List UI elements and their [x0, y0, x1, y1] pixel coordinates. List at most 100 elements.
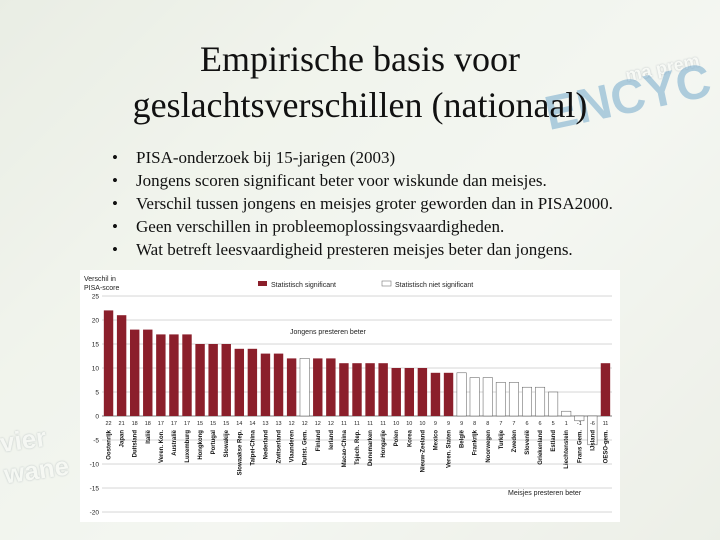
annotation-boys-better: Jongens presteren beter — [290, 329, 367, 336]
x-tick-label: Turkije — [499, 429, 505, 449]
data-label: 14 — [236, 421, 242, 427]
bar — [443, 372, 454, 416]
x-tick-label: Mexico — [433, 430, 439, 451]
bar — [221, 344, 231, 416]
y-tick-label: 25 — [92, 294, 100, 301]
x-tick-label: Portugal — [211, 430, 217, 455]
bar — [286, 358, 297, 416]
bar — [417, 368, 428, 416]
y-tick-label: -10 — [90, 462, 100, 469]
bar — [456, 372, 467, 417]
x-tick-label: Polen — [394, 430, 400, 447]
x-tick-label: Frans Gem. — [577, 430, 583, 463]
data-label: 12 — [289, 421, 295, 427]
x-tick-label: IJsland — [590, 430, 596, 451]
data-label: 12 — [302, 421, 308, 427]
bar — [234, 348, 245, 416]
bar — [600, 363, 611, 416]
bullet-item: Verschil tussen jongens en meisjes grote… — [112, 192, 613, 215]
data-label: 15 — [223, 421, 229, 427]
y-tick-label: 0 — [95, 414, 99, 421]
slide-title-line-2: geslachtsverschillen (nationaal) — [132, 85, 588, 125]
data-label: 8 — [486, 421, 489, 427]
x-tick-label: Griekenland — [538, 430, 544, 465]
bar — [339, 363, 349, 416]
x-tick-label: Macao-China — [342, 429, 348, 467]
data-label: 17 — [184, 421, 190, 427]
bar — [495, 382, 506, 417]
x-tick-label: Hongkong — [198, 430, 204, 460]
bullet-item: Jongens scoren significant beter voor wi… — [112, 169, 613, 192]
bar — [430, 372, 441, 416]
data-label: 12 — [315, 421, 321, 427]
x-tick-label: Vlaanderen — [290, 430, 296, 463]
x-tick-label: Slovenië — [525, 429, 531, 454]
x-tick-label: Zweden — [512, 430, 518, 453]
slide-title: Empirische basis voor geslachtsverschill… — [0, 36, 720, 128]
x-tick-label: Denemarken — [368, 430, 374, 466]
bar — [299, 358, 310, 417]
data-label: 17 — [158, 421, 164, 427]
bullet-list: PISA-onderzoek bij 15-jarigen (2003) Jon… — [112, 146, 613, 261]
bullet-item: Geen verschillen in probleemoplossingsva… — [112, 215, 613, 238]
data-label: 11 — [354, 421, 360, 427]
bar — [469, 377, 480, 417]
data-label: 18 — [132, 421, 138, 427]
x-tick-label: Italië — [146, 429, 152, 443]
x-tick-label: Luxemburg — [185, 430, 191, 463]
bar — [143, 329, 153, 416]
data-label: 9 — [447, 421, 450, 427]
data-label: 13 — [275, 421, 281, 427]
data-label: 9 — [460, 421, 463, 427]
bar — [574, 415, 585, 422]
slide-title-line-1: Empirische basis voor — [200, 39, 520, 79]
bar — [548, 391, 559, 417]
data-label: 14 — [249, 421, 255, 427]
x-tick-label: Noorwegen — [486, 430, 492, 463]
legend-swatch-not-significant — [381, 280, 392, 287]
bar — [587, 415, 598, 446]
bar — [378, 363, 388, 416]
x-tick-label: Estland — [551, 430, 557, 452]
x-tick-label: Nederland — [263, 430, 269, 460]
x-tick-label: Zwitserland — [277, 430, 283, 464]
bar — [195, 344, 205, 416]
bar — [156, 334, 166, 416]
data-label: 1 — [565, 421, 568, 427]
bar — [273, 353, 284, 416]
bar — [247, 348, 258, 416]
data-label: 13 — [262, 421, 268, 427]
data-label: 10 — [406, 421, 412, 427]
y-axis-label: PISA-score — [84, 285, 120, 292]
data-label: 10 — [393, 421, 399, 427]
data-label: 11 — [367, 421, 373, 427]
data-label: -6 — [590, 421, 595, 427]
bar — [561, 410, 572, 417]
bar — [404, 368, 415, 416]
bar — [129, 329, 140, 416]
x-tick-label: Hongarije — [381, 429, 387, 457]
x-tick-label: Korea — [407, 429, 413, 447]
x-tick-label: Ierland — [329, 430, 335, 450]
data-label: 12 — [328, 421, 334, 427]
x-tick-label: Oostenrijk — [107, 429, 113, 459]
data-label: 18 — [145, 421, 151, 427]
data-label: 15 — [210, 421, 216, 427]
x-tick-label: Nieuw-Zeeland — [420, 430, 426, 473]
bar — [508, 382, 519, 417]
data-label: -1 — [577, 421, 582, 427]
y-tick-label: -20 — [90, 510, 100, 517]
bar — [535, 386, 546, 417]
x-tick-label: Veren. Staten — [447, 430, 453, 468]
y-axis-label: Verschil in — [84, 276, 116, 283]
data-label: 17 — [171, 421, 177, 427]
data-label: 11 — [341, 421, 347, 427]
y-tick-label: -5 — [93, 438, 99, 445]
legend-swatch-significant — [258, 281, 267, 286]
y-tick-label: 5 — [95, 390, 99, 397]
data-label: 7 — [499, 421, 502, 427]
bar — [182, 334, 192, 416]
x-tick-label: Duitsland — [133, 430, 139, 458]
bar — [103, 310, 114, 416]
annotation-girls-better: Meisjes presteren beter — [508, 490, 582, 497]
